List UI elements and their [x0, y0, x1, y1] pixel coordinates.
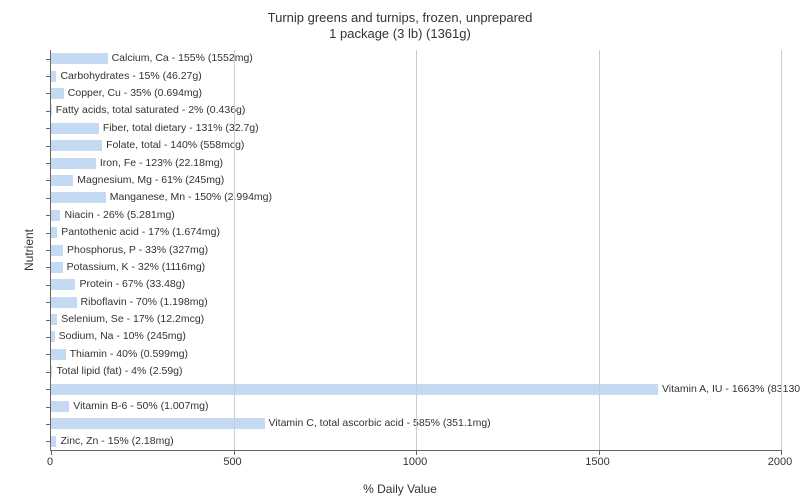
bar-label: Protein - 67% (33.48g) [79, 278, 185, 290]
y-tick [46, 163, 51, 164]
bar-label: Selenium, Se - 17% (12.2mcg) [61, 313, 204, 325]
y-tick [46, 111, 51, 112]
y-tick [46, 285, 51, 286]
bar [51, 227, 57, 238]
bar [51, 71, 56, 82]
bar [51, 88, 64, 99]
x-tick-label: 1500 [585, 456, 609, 468]
x-tick [51, 450, 52, 455]
y-tick [46, 267, 51, 268]
bar [51, 158, 96, 169]
y-tick [46, 146, 51, 147]
plot-area: Calcium, Ca - 155% (1552mg) Carbohydrates… [50, 50, 781, 451]
y-tick [46, 389, 51, 390]
x-axis-label: % Daily Value [0, 482, 800, 496]
bar-label: Zinc, Zn - 15% (2.18mg) [60, 435, 173, 447]
y-tick [46, 354, 51, 355]
bar [51, 192, 106, 203]
chart-title: Turnip greens and turnips, frozen, unpre… [0, 10, 800, 25]
bar [51, 210, 60, 221]
bar [51, 53, 108, 64]
bar [51, 123, 99, 134]
bar [51, 349, 66, 360]
bar [51, 140, 102, 151]
y-tick [46, 302, 51, 303]
x-tick-label: 2000 [768, 456, 792, 468]
bar [51, 384, 658, 395]
y-tick [46, 320, 51, 321]
bar [51, 175, 73, 186]
bar-label: Manganese, Mn - 150% (2.994mg) [110, 191, 272, 203]
bar [51, 418, 265, 429]
bar-label: Folate, total - 140% (558mcg) [106, 139, 244, 151]
y-tick [46, 180, 51, 181]
y-tick [46, 215, 51, 216]
bar-label: Sodium, Na - 10% (245mg) [59, 330, 186, 342]
bar [51, 279, 75, 290]
y-tick [46, 93, 51, 94]
y-tick [46, 372, 51, 373]
bar [51, 297, 77, 308]
bar-label: Vitamin A, IU - 1663% (83130IU) [662, 383, 800, 395]
gridline [416, 50, 417, 450]
bar-label: Fiber, total dietary - 131% (32.7g) [103, 122, 259, 134]
x-tick [416, 450, 417, 455]
bar-label: Pantothenic acid - 17% (1.674mg) [61, 226, 220, 238]
bar-label: Calcium, Ca - 155% (1552mg) [112, 52, 253, 64]
bar [51, 105, 52, 116]
y-tick [46, 407, 51, 408]
x-tick-label: 1000 [403, 456, 427, 468]
bar [51, 245, 63, 256]
bar [51, 314, 57, 325]
bar-label: Total lipid (fat) - 4% (2.59g) [56, 365, 182, 377]
bar-label: Iron, Fe - 123% (22.18mg) [100, 157, 223, 169]
chart-subtitle: 1 package (3 lb) (1361g) [0, 26, 800, 41]
gridline [234, 50, 235, 450]
y-tick [46, 59, 51, 60]
bar-label: Copper, Cu - 35% (0.694mg) [68, 87, 202, 99]
bar-label: Carbohydrates - 15% (46.27g) [60, 70, 201, 82]
x-tick [234, 450, 235, 455]
x-tick-label: 500 [223, 456, 241, 468]
y-tick [46, 198, 51, 199]
x-tick-label: 0 [47, 456, 53, 468]
bar [51, 262, 63, 273]
y-tick [46, 250, 51, 251]
bar [51, 401, 69, 412]
bar-label: Riboflavin - 70% (1.198mg) [81, 296, 208, 308]
x-tick [781, 450, 782, 455]
y-tick [46, 337, 51, 338]
y-tick [46, 76, 51, 77]
bar [51, 331, 55, 342]
bar-label: Potassium, K - 32% (1116mg) [67, 261, 206, 273]
gridline [599, 50, 600, 450]
bar-label: Niacin - 26% (5.281mg) [64, 209, 174, 221]
bar [51, 436, 56, 447]
bar-label: Magnesium, Mg - 61% (245mg) [77, 174, 224, 186]
gridline [781, 50, 782, 450]
x-tick [599, 450, 600, 455]
bar-label: Vitamin B-6 - 50% (1.007mg) [73, 400, 208, 412]
y-tick [46, 441, 51, 442]
bar-label: Vitamin C, total ascorbic acid - 585% (3… [269, 417, 491, 429]
bar [51, 366, 52, 377]
y-axis-label: Nutrient [22, 229, 36, 271]
y-tick [46, 233, 51, 234]
nutrient-chart: Turnip greens and turnips, frozen, unpre… [0, 0, 800, 500]
bar-label: Phosphorus, P - 33% (327mg) [67, 244, 208, 256]
bar-label: Thiamin - 40% (0.599mg) [70, 348, 188, 360]
y-tick [46, 424, 51, 425]
bar-label: Fatty acids, total saturated - 2% (0.436… [56, 104, 246, 116]
y-tick [46, 128, 51, 129]
